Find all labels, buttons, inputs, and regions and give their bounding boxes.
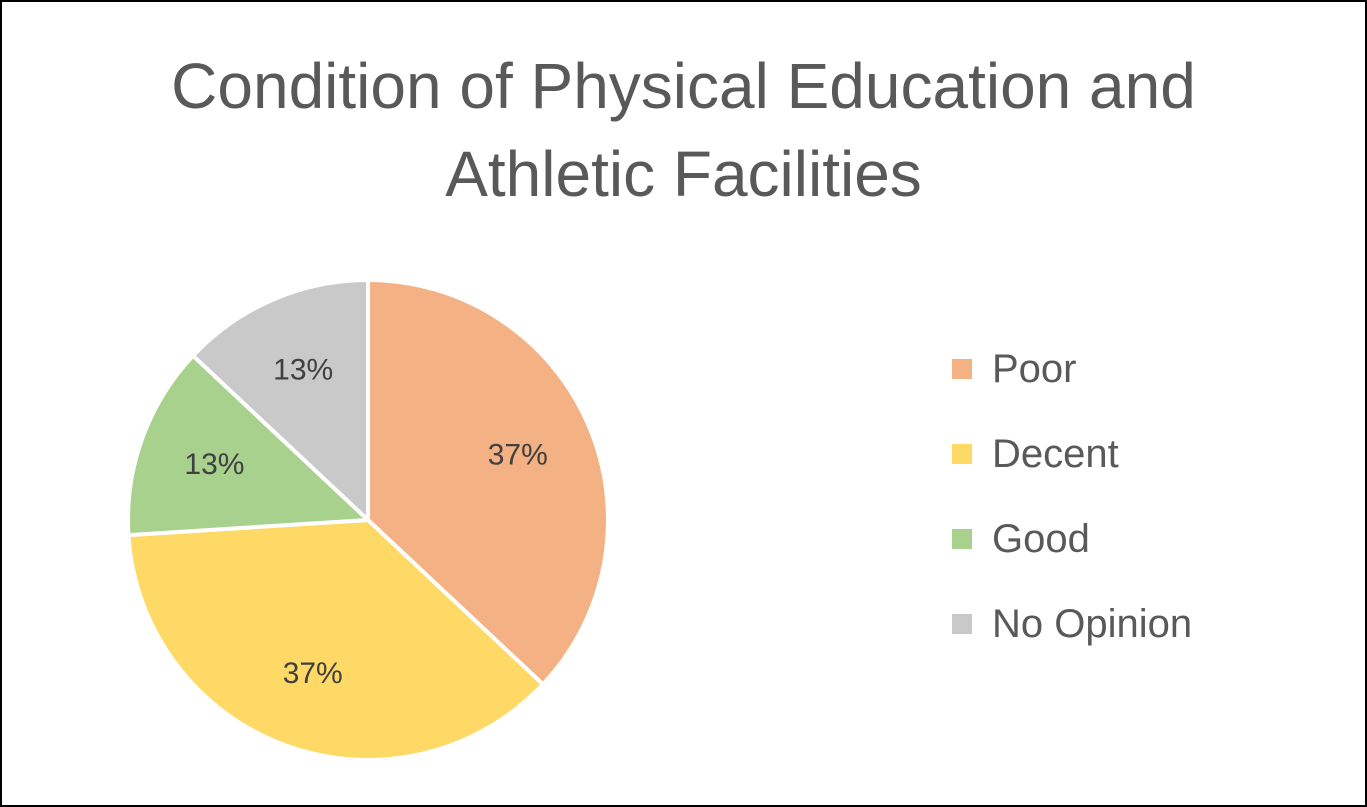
data-label-good: 13% [184, 448, 244, 481]
legend-swatch-no-opinion [952, 614, 972, 634]
chart-title-line-1: Condition of Physical Education and [171, 50, 1196, 122]
legend-label-no-opinion: No Opinion [992, 602, 1193, 646]
pie-slice-no-opinion [191, 278, 370, 522]
legend-swatch-decent [952, 444, 972, 464]
chart-title-line-2: Athletic Facilities [445, 138, 922, 210]
data-label-poor: 37% [488, 439, 548, 472]
pie-slice-good [126, 353, 370, 538]
pie-slice-decent [126, 518, 545, 762]
chart-title: Condition of Physical Education and Athl… [2, 42, 1365, 218]
legend-label-poor: Poor [992, 347, 1077, 391]
legend-label-good: Good [992, 517, 1090, 561]
legend-label-decent: Decent [992, 432, 1119, 476]
data-label-no-opinion: 13% [273, 354, 333, 387]
legend-swatch-poor [952, 359, 972, 379]
pie-slice-poor [366, 278, 610, 687]
data-label-decent: 37% [283, 657, 343, 690]
legend-swatch-good [952, 529, 972, 549]
